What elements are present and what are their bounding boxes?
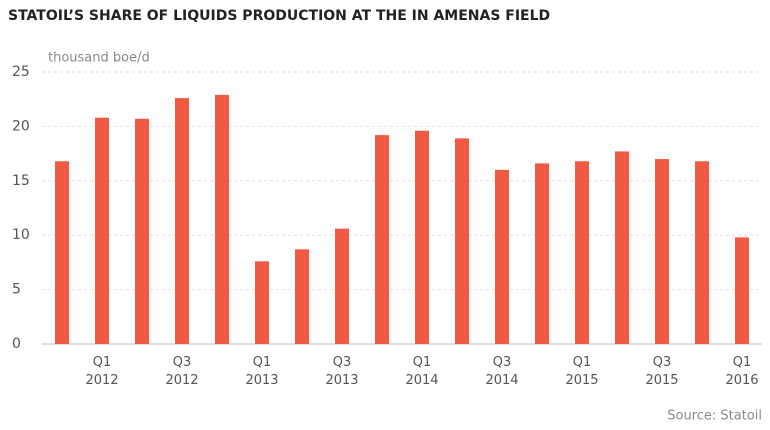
bar [295,249,309,344]
bar [615,151,629,344]
bar [95,117,109,344]
bar [335,228,349,344]
bar [695,161,709,344]
y-tick-label: 25 [12,64,30,80]
chart-title: STATOIL’S SHARE OF LIQUIDS PRODUCTION AT… [8,8,550,24]
y-tick-label: 15 [12,173,30,189]
x-tick-label: Q3 2013 [325,355,358,388]
x-tick-label: Q1 2013 [245,355,278,388]
bar [735,237,749,344]
bar [175,98,189,344]
x-tick-label: Q3 2012 [165,355,198,388]
bar [655,159,669,344]
source: Source: Statoil [667,409,762,424]
x-tick-label: Q1 2012 [85,355,118,388]
bar [375,135,389,344]
bar [255,261,269,344]
bar [135,118,149,344]
x-tick-label: Q1 2014 [405,355,438,388]
y-tick-label: 10 [12,227,30,243]
x-tick-label: Q1 2016 [725,355,758,388]
y-axis-label: thousand boe/d [48,51,150,66]
bar [575,161,589,344]
y-tick-label: 20 [12,118,30,134]
x-tick-label: Q3 2015 [645,355,678,388]
bar [55,161,69,344]
x-tick-label: Q3 2014 [485,355,518,388]
x-tick-label: Q1 2015 [565,355,598,388]
y-tick-label: 0 [12,336,21,352]
bar [415,130,429,344]
y-tick-label: 5 [12,282,21,298]
bar [215,94,229,345]
bar [535,163,549,344]
bar [495,169,509,344]
bar [455,138,469,344]
